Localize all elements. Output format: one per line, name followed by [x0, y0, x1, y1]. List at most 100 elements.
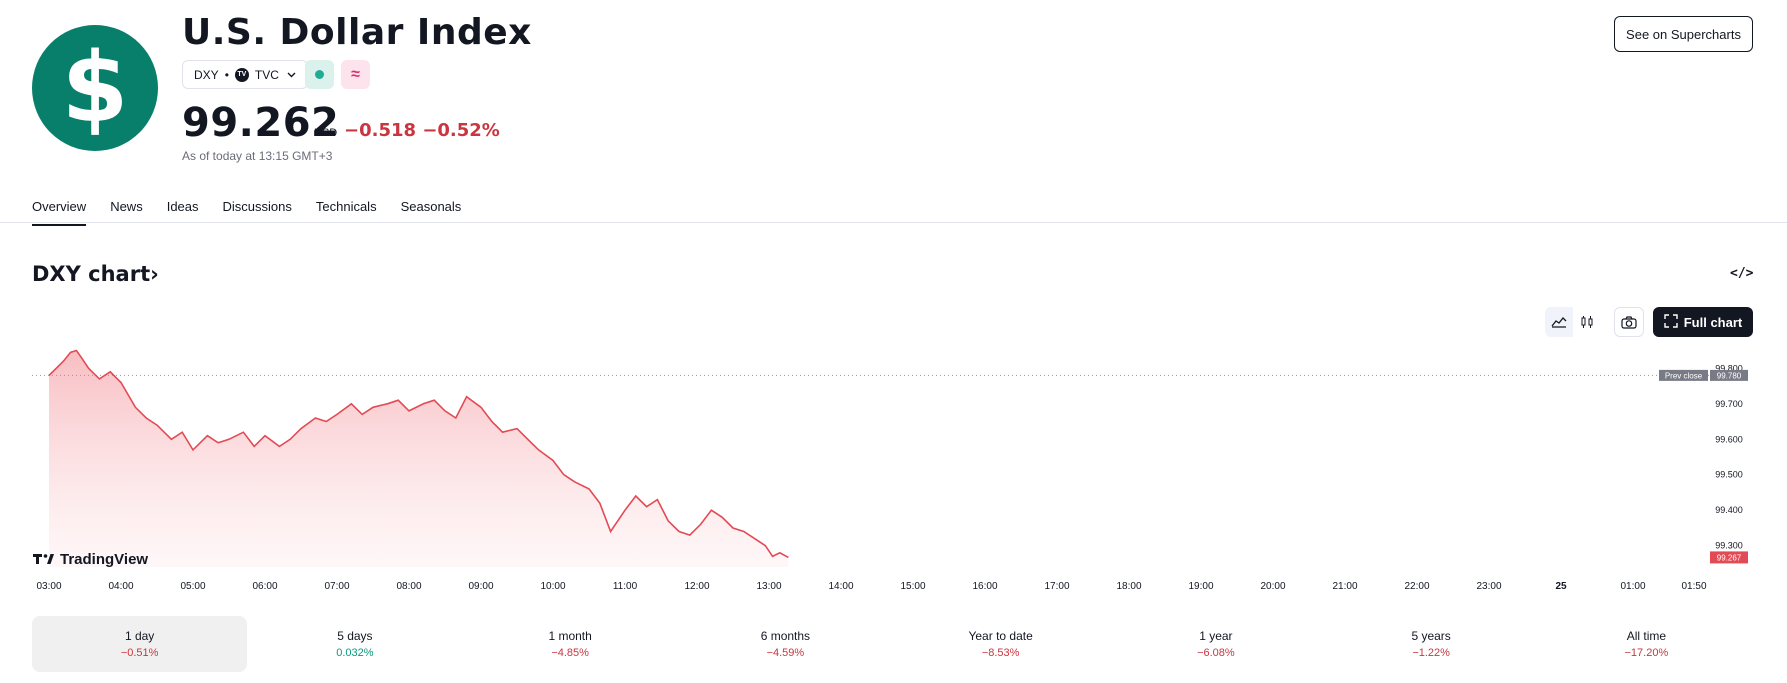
- period-label: 1 month: [548, 629, 592, 643]
- price-currency: USD: [314, 127, 338, 139]
- prev-close-value: 99.780: [1717, 371, 1742, 380]
- as-of-timestamp: As of today at 13:15 GMT+3: [182, 149, 333, 163]
- x-tick-label: 08:00: [396, 581, 421, 592]
- price-area-fill: [49, 350, 789, 567]
- embed-code-icon[interactable]: </>: [1730, 266, 1754, 281]
- x-tick-label: 06:00: [252, 581, 277, 592]
- period-label: Year to date: [968, 629, 1033, 643]
- exchange-name: TVC: [254, 67, 279, 82]
- price-change: −0.518 −0.52%: [344, 120, 500, 141]
- page-title: U.S. Dollar Index: [182, 12, 532, 53]
- period-change: −4.85%: [551, 647, 589, 659]
- y-tick-label: 99.800: [1715, 363, 1743, 373]
- chart-heading-text: DXY chart: [32, 262, 151, 286]
- x-tick-label: 03:00: [36, 581, 61, 592]
- x-tick-label: 22:00: [1404, 581, 1429, 592]
- x-tick-label: 17:00: [1044, 581, 1069, 592]
- price-chart[interactable]: 99.800 99.700 99.600 99.500 99.400 99.300 03:…: [0, 345, 1787, 597]
- period-1-month[interactable]: 1 month −4.85%: [463, 616, 678, 672]
- period-6-months[interactable]: 6 months −4.59%: [678, 616, 893, 672]
- period-change: −8.53%: [981, 647, 1020, 659]
- period-label: 5 years: [1411, 629, 1451, 643]
- tab-overview[interactable]: Overview: [32, 197, 87, 226]
- period-1-day[interactable]: 1 day −0.51%: [32, 616, 248, 672]
- area-chart-icon[interactable]: [1545, 307, 1573, 337]
- tab-discussions[interactable]: Discussions: [222, 199, 292, 214]
- market-status-icon[interactable]: [305, 60, 334, 89]
- period-change: −17.20%: [1624, 647, 1669, 659]
- chevron-right-icon: ›: [150, 262, 159, 286]
- period-label: 1 year: [1199, 629, 1233, 643]
- tab-ideas[interactable]: Ideas: [166, 199, 199, 214]
- period-label: All time: [1626, 629, 1667, 643]
- x-tick-label: 18:00: [1116, 581, 1141, 592]
- period-performance-bar: 1 day −0.51% 5 days 0.032% 1 month −4.85…: [32, 616, 1754, 672]
- x-tick-label: 21:00: [1332, 581, 1357, 592]
- exchange-logo-icon: TV: [234, 67, 249, 82]
- x-tick-label: 10:00: [540, 581, 565, 592]
- x-tick-label: 01:50: [1681, 581, 1706, 592]
- x-tick-label: 16:00: [972, 581, 997, 592]
- prev-close-marker: Prev close 99.780: [1659, 369, 1748, 381]
- watermark-text: TradingView: [60, 551, 148, 568]
- y-tick-label: 99.700: [1715, 399, 1743, 409]
- x-tick-label: 23:00: [1476, 581, 1501, 592]
- tab-news[interactable]: News: [110, 199, 143, 214]
- y-tick-label: 99.600: [1715, 434, 1743, 444]
- x-tick-label: 07:00: [324, 581, 349, 592]
- period-5-days[interactable]: 5 days 0.032%: [247, 616, 462, 672]
- see-on-supercharts-button[interactable]: See on Supercharts: [1614, 16, 1753, 52]
- x-tick-label: 04:00: [108, 581, 133, 592]
- tradingview-logo-icon: [33, 554, 54, 564]
- period-change: −0.51%: [120, 647, 159, 659]
- x-tick-label: 15:00: [900, 581, 925, 592]
- tradingview-watermark: TradingView: [33, 551, 148, 568]
- x-axis: 03:00 04:00 05:00 06:00 07:00 08:00 09:00 10:00…: [36, 581, 1706, 592]
- tab-bar: Overview News Ideas Discussions Technica…: [32, 197, 485, 226]
- x-tick-label: 14:00: [828, 581, 853, 592]
- period-label: 1 day: [124, 629, 155, 643]
- x-tick-label: 09:00: [468, 581, 493, 592]
- symbol-exchange-selector[interactable]: DXY • TV TVC: [182, 60, 308, 89]
- candlestick-icon[interactable]: [1573, 307, 1601, 337]
- period-change: 0.032%: [336, 647, 374, 659]
- period-change: −1.22%: [1412, 647, 1450, 659]
- period-label: 5 days: [337, 629, 373, 643]
- y-axis: 99.800 99.700 99.600 99.500 99.400 99.300: [1715, 363, 1743, 550]
- y-tick-label: 99.500: [1715, 470, 1743, 480]
- y-tick-label: 99.300: [1715, 541, 1743, 551]
- price-line: [48, 349, 789, 559]
- x-tick-label: 12:00: [684, 581, 709, 592]
- chart-heading-link[interactable]: DXY chart›: [32, 262, 159, 286]
- full-chart-label: Full chart: [1683, 314, 1743, 330]
- tab-seasonals[interactable]: Seasonals: [400, 199, 462, 214]
- period-5-years[interactable]: 5 years −1.22%: [1324, 616, 1539, 672]
- dollar-sign-icon: $: [32, 25, 158, 151]
- period-year-to-date[interactable]: Year to date −8.53%: [893, 616, 1108, 672]
- x-tick-label: 19:00: [1188, 581, 1213, 592]
- period-label: 6 months: [760, 629, 811, 643]
- x-tick-label: 01:00: [1620, 581, 1645, 592]
- full-chart-button[interactable]: Full chart: [1653, 307, 1753, 337]
- x-tick-label: 13:00: [756, 581, 781, 592]
- fullscreen-icon: [1664, 313, 1678, 331]
- logo-glyph: $: [61, 32, 129, 144]
- chevron-down-icon: [287, 70, 296, 80]
- x-tick-label: 25: [1555, 581, 1567, 592]
- x-tick-label: 20:00: [1260, 581, 1285, 592]
- period-change: −6.08%: [1197, 647, 1235, 659]
- last-price-marker: 99.267: [1710, 551, 1748, 564]
- change-absolute: −0.518: [344, 120, 417, 141]
- period-change: −4.59%: [766, 647, 805, 659]
- delayed-data-icon[interactable]: ≈: [341, 60, 370, 89]
- change-percent: −0.52%: [422, 120, 500, 141]
- period-all-time[interactable]: All time −17.20%: [1539, 616, 1754, 672]
- period-1-year[interactable]: 1 year −6.08%: [1108, 616, 1323, 672]
- camera-icon[interactable]: [1614, 307, 1644, 337]
- tab-technicals[interactable]: Technicals: [315, 199, 377, 214]
- y-tick-label: 99.400: [1715, 505, 1743, 515]
- last-price-value: 99.267: [1717, 553, 1742, 562]
- symbol-ticker: DXY: [194, 67, 219, 82]
- x-tick-label: 05:00: [180, 581, 205, 592]
- chart-style-switcher: [1545, 307, 1601, 337]
